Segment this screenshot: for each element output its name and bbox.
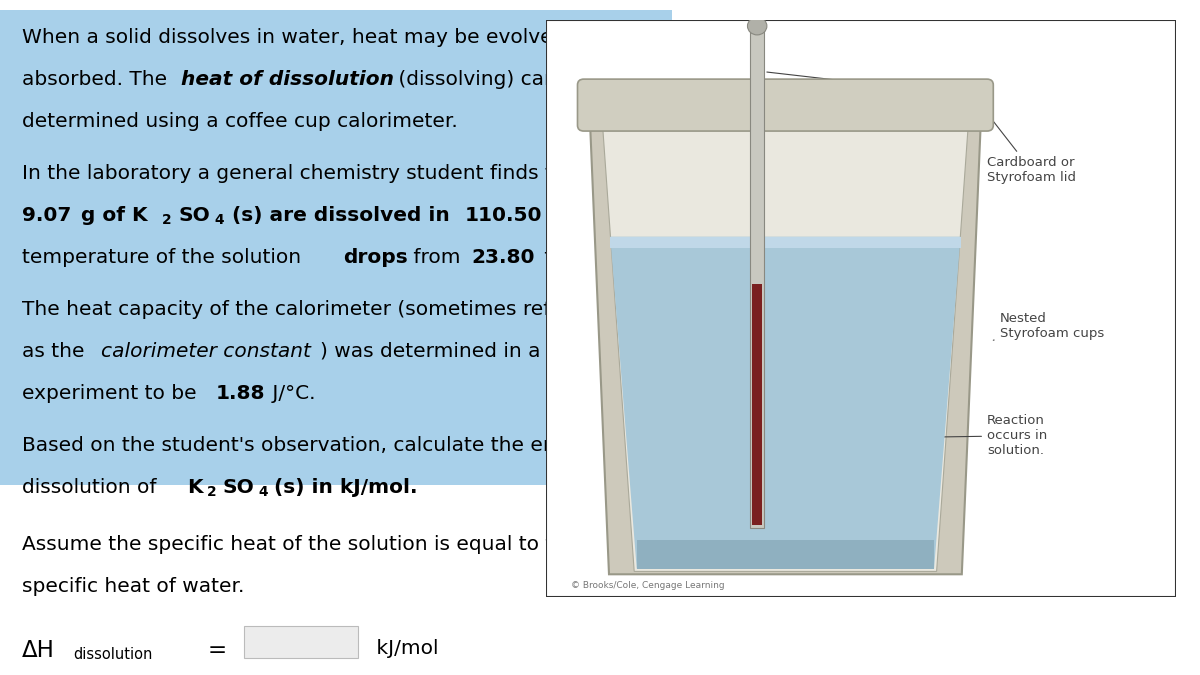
Text: Assume the specific heat of the solution is equal to the: Assume the specific heat of the solution… (22, 535, 578, 554)
Polygon shape (637, 540, 934, 568)
Text: temperature of the solution: temperature of the solution (22, 248, 307, 267)
FancyBboxPatch shape (244, 626, 358, 658)
Text: ΔH: ΔH (22, 639, 54, 662)
Text: 4: 4 (258, 485, 268, 499)
Text: Reaction
occurs in
solution.: Reaction occurs in solution. (792, 414, 1048, 457)
Bar (750, 26, 764, 528)
Text: 4: 4 (215, 213, 224, 227)
Text: Nested
Styrofoam cups: Nested Styrofoam cups (994, 312, 1104, 340)
Text: absorbed. The: absorbed. The (22, 70, 173, 89)
Text: 1.88: 1.88 (216, 384, 265, 403)
Circle shape (748, 17, 767, 35)
Text: heat of dissolution: heat of dissolution (181, 70, 394, 89)
Text: (s) are dissolved in: (s) are dissolved in (232, 207, 456, 225)
Text: When a solid dissolves in water, heat may be evolved or: When a solid dissolves in water, heat ma… (22, 28, 592, 47)
Text: experiment to be: experiment to be (22, 384, 203, 403)
Text: dissolution of: dissolution of (22, 479, 162, 497)
Text: determined using a coffee cup calorimeter.: determined using a coffee cup calorimete… (22, 112, 457, 131)
Text: SO: SO (179, 207, 210, 225)
Polygon shape (611, 237, 960, 248)
Text: ) was determined in a separate: ) was determined in a separate (320, 342, 637, 361)
Text: 2: 2 (206, 485, 216, 499)
Text: 2: 2 (162, 213, 172, 227)
Text: from: from (407, 248, 467, 267)
Text: g of K: g of K (74, 207, 148, 225)
Text: © Brooks/Cole, Cengage Learning: © Brooks/Cole, Cengage Learning (571, 581, 725, 591)
FancyBboxPatch shape (577, 79, 994, 131)
Text: kJ/mol: kJ/mol (370, 639, 438, 658)
Text: The heat capacity of the calorimeter (sometimes referred to: The heat capacity of the calorimeter (so… (22, 300, 630, 319)
Text: specific heat of water.: specific heat of water. (22, 576, 244, 595)
Text: Thermometer: Thermometer (767, 72, 965, 96)
Text: 110.50: 110.50 (464, 207, 542, 225)
Text: (dissolving) can be: (dissolving) can be (392, 70, 589, 89)
Text: dissolution: dissolution (73, 647, 152, 662)
Text: Cardboard or
Styrofoam lid: Cardboard or Styrofoam lid (983, 107, 1076, 184)
FancyBboxPatch shape (0, 10, 672, 485)
Text: as the: as the (22, 342, 90, 361)
FancyBboxPatch shape (17, 446, 449, 484)
Text: °C.: °C. (644, 248, 682, 267)
Polygon shape (602, 127, 968, 572)
Text: Based on the student's observation, calculate the enthalpy of: Based on the student's observation, calc… (22, 437, 644, 456)
Bar (752, 284, 762, 525)
Text: J/°C.: J/°C. (266, 384, 316, 403)
Text: K: K (187, 479, 203, 497)
Text: SO: SO (222, 479, 253, 497)
Text: drops: drops (343, 248, 408, 267)
Text: 20.79: 20.79 (578, 248, 642, 267)
Text: (s) in kJ/mol.: (s) in kJ/mol. (274, 479, 418, 497)
Text: =: = (208, 639, 227, 662)
Text: calorimeter constant: calorimeter constant (101, 342, 311, 361)
Text: to: to (538, 248, 571, 267)
Text: 9.07: 9.07 (22, 207, 71, 225)
Polygon shape (611, 237, 960, 568)
Text: g of water, the: g of water, the (544, 207, 698, 225)
Text: 23.80: 23.80 (472, 248, 535, 267)
Polygon shape (590, 124, 980, 574)
Text: In the laboratory a general chemistry student finds that when: In the laboratory a general chemistry st… (22, 165, 647, 184)
